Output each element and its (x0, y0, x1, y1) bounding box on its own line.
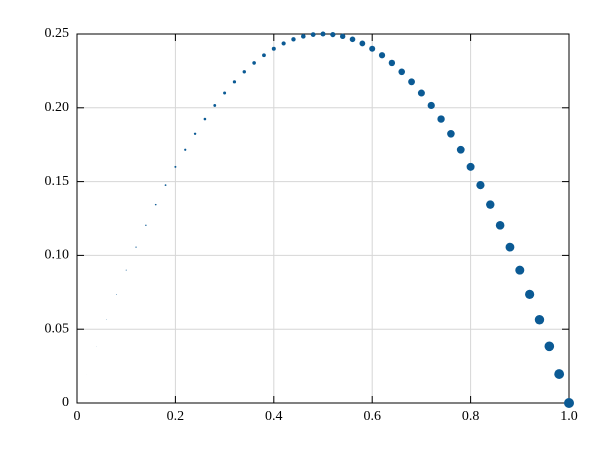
scatter-point (554, 369, 565, 379)
x-tick-label: 0 (74, 409, 81, 424)
scatter-point (525, 289, 535, 299)
scatter-point (408, 78, 415, 86)
scatter-point (339, 33, 346, 40)
scatter-point (486, 200, 495, 209)
y-tick-label: 0.25 (45, 26, 70, 41)
scatter-point (262, 53, 266, 58)
scatter-point (456, 145, 465, 154)
scatter-point (164, 184, 167, 187)
scatter-point (232, 80, 237, 84)
scatter-point (437, 115, 445, 123)
scatter-point (544, 341, 555, 352)
scatter-point (252, 61, 256, 65)
scatter-point (203, 117, 207, 121)
y-tick-label: 0.15 (45, 174, 70, 189)
y-tick-label: 0.20 (45, 100, 70, 115)
scatter-point (242, 70, 246, 74)
scatter-point (213, 104, 217, 107)
scatter-point (417, 89, 425, 97)
y-tick-label: 0.10 (45, 248, 70, 263)
scatter-point (378, 52, 386, 59)
scatter-point (330, 31, 336, 38)
x-tick-label: 0.4 (265, 409, 283, 424)
scatter-point (193, 132, 197, 135)
y-tick-label: 0 (62, 395, 69, 410)
scatter-point (174, 165, 177, 168)
scatter-point (388, 59, 396, 67)
scatter-point (281, 41, 286, 46)
y-tick-label: 0.05 (45, 321, 70, 336)
scatter-point (184, 148, 187, 151)
scatter-point (505, 242, 515, 252)
scatter-point (359, 40, 366, 47)
scatter-point (534, 315, 545, 325)
scatter-point (310, 32, 316, 37)
scatter-point (223, 91, 227, 95)
scatter-point (115, 293, 117, 295)
x-tick-label: 1.0 (560, 409, 578, 424)
scatter-point (349, 36, 356, 43)
scatter-point (145, 224, 147, 226)
scatter-point (301, 34, 306, 39)
scatter-point (154, 203, 157, 206)
scatter-point (476, 181, 485, 190)
scatter-point (291, 37, 296, 42)
scatter-point (564, 398, 574, 408)
x-tick-label: 0.8 (462, 409, 480, 424)
scatter-point (271, 46, 276, 51)
scatter-point (125, 269, 127, 271)
x-tick-label: 0.6 (363, 409, 381, 424)
scatter-point (427, 101, 435, 110)
scatter-point (515, 265, 525, 275)
scatter-point (320, 31, 326, 37)
scatter-point (466, 162, 475, 171)
scatter-point (495, 220, 505, 230)
x-tick-label: 0.2 (167, 409, 185, 424)
scatter-point (135, 246, 137, 248)
scatter-point (369, 45, 376, 52)
scatter-point (398, 68, 406, 76)
scatter-point (106, 319, 107, 321)
scatter-point (447, 129, 455, 138)
